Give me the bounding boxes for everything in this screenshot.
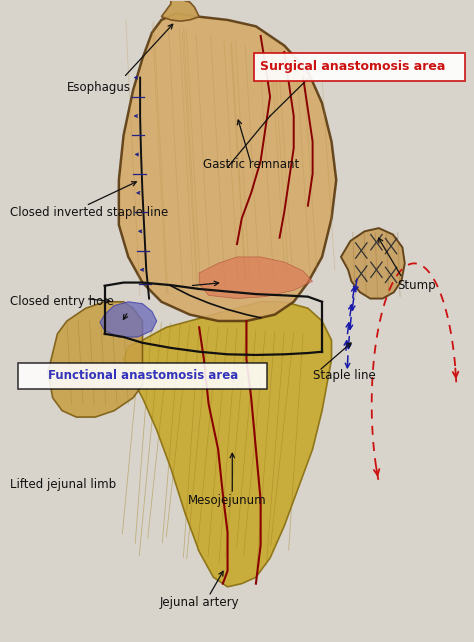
Text: Closed entry hole: Closed entry hole [10,295,114,308]
Polygon shape [119,13,336,321]
Text: Staple line: Staple line [313,369,375,382]
Text: Esophagus: Esophagus [67,81,131,94]
Polygon shape [124,302,331,587]
Text: Surgical anastomosis area: Surgical anastomosis area [260,60,446,73]
Polygon shape [161,0,199,21]
Text: Mesojejunum: Mesojejunum [188,494,267,507]
Polygon shape [341,228,405,299]
FancyBboxPatch shape [18,363,267,389]
Text: Jejunal artery: Jejunal artery [159,596,239,609]
Text: Functional anastomosis area: Functional anastomosis area [48,369,238,382]
FancyBboxPatch shape [255,53,465,81]
Polygon shape [48,302,143,417]
Polygon shape [199,257,313,299]
Text: Closed inverted staple line: Closed inverted staple line [10,205,168,218]
Text: Stump: Stump [398,279,436,292]
Text: Lifted jejunal limb: Lifted jejunal limb [10,478,116,491]
Text: Gastric remnant: Gastric remnant [203,157,299,171]
Polygon shape [100,302,156,337]
